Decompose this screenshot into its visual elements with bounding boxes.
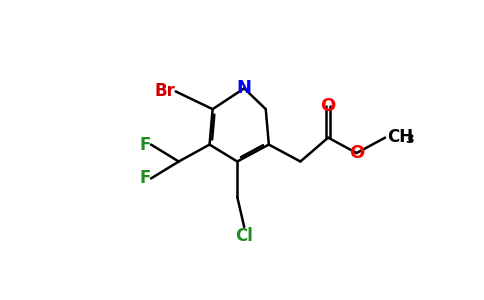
Text: N: N bbox=[237, 80, 252, 98]
Text: CH: CH bbox=[387, 128, 413, 146]
Text: O: O bbox=[320, 97, 336, 115]
Text: F: F bbox=[140, 169, 151, 188]
Text: 3: 3 bbox=[405, 134, 414, 146]
Text: Cl: Cl bbox=[235, 227, 253, 245]
Text: O: O bbox=[349, 144, 364, 162]
Text: Br: Br bbox=[155, 82, 176, 100]
Text: F: F bbox=[140, 136, 151, 154]
